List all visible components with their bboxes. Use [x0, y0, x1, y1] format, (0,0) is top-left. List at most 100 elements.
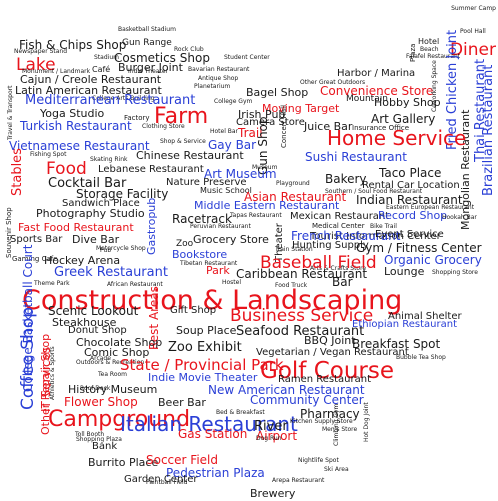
cloud-word: Soccer Field: [146, 453, 218, 467]
cloud-word: Sushi Restaurant: [305, 150, 407, 164]
cloud-word: Construction & Landscaping: [22, 285, 403, 316]
cloud-word: Burrito Place: [88, 456, 159, 469]
cloud-word: Bar: [332, 275, 353, 289]
cloud-word: Arts & Crafts Store: [310, 265, 367, 272]
cloud-word: Sandwich Place: [62, 198, 140, 209]
cloud-word: Hockey Arena: [44, 254, 121, 267]
cloud-word: Asian Restaurant: [244, 190, 347, 204]
cloud-word: Park: [206, 264, 230, 277]
cloud-word: Brazilian Restaurant: [481, 64, 496, 196]
cloud-word: Bagel Shop: [246, 86, 309, 99]
cloud-word: River: [254, 419, 288, 434]
cloud-word: Business Service: [230, 306, 374, 326]
cloud-word: Grocery Store: [193, 233, 269, 246]
cloud-word: Home Service: [327, 126, 467, 150]
cloud-word: Pool Hall: [460, 28, 486, 35]
cloud-word: Animal Shelter: [388, 311, 462, 322]
cloud-word: Southern / Soul Food Restaurant: [325, 188, 423, 195]
cloud-word: Irish Pub: [238, 108, 286, 121]
cloud-word: Pub: [100, 247, 112, 254]
cloud-word: Comic Shop: [84, 346, 150, 359]
cloud-word: Food: [46, 159, 87, 179]
cloud-word: Diner: [449, 40, 496, 60]
cloud-word: Tourist Information Center: [310, 231, 441, 242]
cloud-word: Storage Facility: [76, 187, 169, 201]
cloud-word: Planetarium: [194, 83, 231, 90]
cloud-word: Fast Food Restaurant: [18, 221, 134, 234]
cloud-word: Turkish Restaurant: [20, 119, 132, 133]
cloud-word: Gift Shop: [170, 305, 217, 316]
cloud-word: Cocktail Bar: [48, 176, 127, 191]
cloud-word: Camera Store: [236, 117, 305, 128]
cloud-word: Bed & Breakfast: [216, 409, 265, 416]
cloud-word: Golf Course: [260, 358, 394, 384]
cloud-word: Bank: [92, 441, 118, 452]
cloud-word: Racetrack: [172, 212, 232, 226]
cloud-word: Lounge: [384, 265, 425, 278]
cloud-word: Chocolate Shop: [76, 336, 163, 349]
cloud-word: Factory: [124, 114, 150, 122]
cloud-word: Motorcycle Shop: [96, 245, 146, 252]
cloud-word: Bookstore: [172, 248, 228, 261]
cloud-word: State / Provincial Park: [120, 356, 284, 374]
cloud-word: Food Truck: [275, 282, 308, 289]
cloud-word: Airport: [256, 429, 298, 443]
cloud-word: Falafel Restaurant: [406, 53, 461, 60]
cloud-word: Other Great Outdoors: [300, 79, 366, 86]
cloud-word: Fishing Spot: [30, 151, 67, 158]
cloud-word: Mediterranean Restaurant: [25, 93, 196, 108]
cloud-word: Gun Range: [122, 38, 172, 48]
cloud-word: Breakfast Spot: [352, 337, 441, 351]
cloud-word: Dive Bar: [72, 233, 120, 246]
cloud-word: Indian Restaurant: [356, 193, 463, 207]
cloud-word: Hot Dog Joint: [363, 402, 370, 442]
cloud-word: Bike Trail: [370, 223, 397, 230]
cloud-word: Gastropub: [145, 197, 158, 255]
cloud-word: Baseball Field: [260, 253, 377, 273]
cloud-word: Theme Park: [34, 280, 70, 287]
cloud-word: Trail: [238, 126, 263, 140]
cloud-word: Travel & Transport: [7, 85, 14, 140]
cloud-word: Gas Station: [178, 427, 248, 441]
cloud-word: Taco Place: [379, 166, 442, 180]
cloud-word: Middle Eastern Restaurant: [194, 199, 340, 212]
cloud-word: Bubble Tea Shop: [396, 354, 446, 361]
cloud-word: Mexican Restaurant: [290, 211, 390, 222]
cloud-word: College Arts Building: [92, 95, 155, 102]
cloud-word: Music School: [200, 186, 252, 195]
cloud-word: Lake: [16, 55, 56, 75]
cloud-word: Stadium: [94, 54, 119, 61]
cloud-word: Men's Store: [322, 426, 358, 433]
cloud-word: Monument / Landmark: [22, 68, 91, 75]
cloud-word: Brewery: [250, 487, 296, 500]
cloud-word: Lebanese Restaurant: [98, 164, 204, 175]
cloud-word: Greek Restaurant: [54, 265, 168, 280]
cloud-word: Bavarian Restaurant: [188, 66, 250, 73]
cloud-word: Tea Room: [98, 371, 128, 378]
cloud-word: Zoo Exhibit: [168, 340, 242, 355]
cloud-word: Convenience Store: [320, 84, 434, 98]
cloud-word: Cajun / Creole Restaurant: [20, 73, 162, 86]
cloud-word: Medical Center: [312, 222, 365, 230]
cloud-word: Skating Rink: [90, 156, 128, 163]
cloud-word: Gaming Cafe: [12, 255, 58, 263]
cloud-word: Gym / Fitness Center: [356, 241, 482, 255]
cloud-word: Nature Preserve: [166, 177, 247, 188]
cloud-word: Insurance Office: [352, 124, 410, 132]
cloud-word: Kitchen Supply Store: [290, 418, 353, 425]
cloud-word: Ramen Restaurant: [278, 374, 372, 385]
cloud-word: Outdoors & Recreation: [76, 359, 145, 366]
cloud-word: Indie Movie Theater: [148, 371, 258, 384]
cloud-word: African Restaurant: [107, 281, 163, 288]
cloud-word: Clothing Store: [142, 123, 185, 130]
cloud-word: Flower Shop: [64, 395, 138, 409]
cloud-word: Zoo: [176, 239, 194, 249]
cloud-word: Souvenir Shop: [5, 207, 13, 258]
cloud-word: Ski Area: [324, 466, 349, 473]
cloud-word: French Restaurant: [291, 229, 401, 243]
cloud-word: Italian Restaurant: [120, 412, 298, 436]
cloud-word: Pedestrian Plaza: [166, 466, 265, 480]
cloud-word: Hotel Bar: [210, 128, 239, 135]
cloud-word: Coffee Shop: [18, 306, 38, 410]
cloud-word: Seafood Restaurant: [236, 324, 365, 339]
